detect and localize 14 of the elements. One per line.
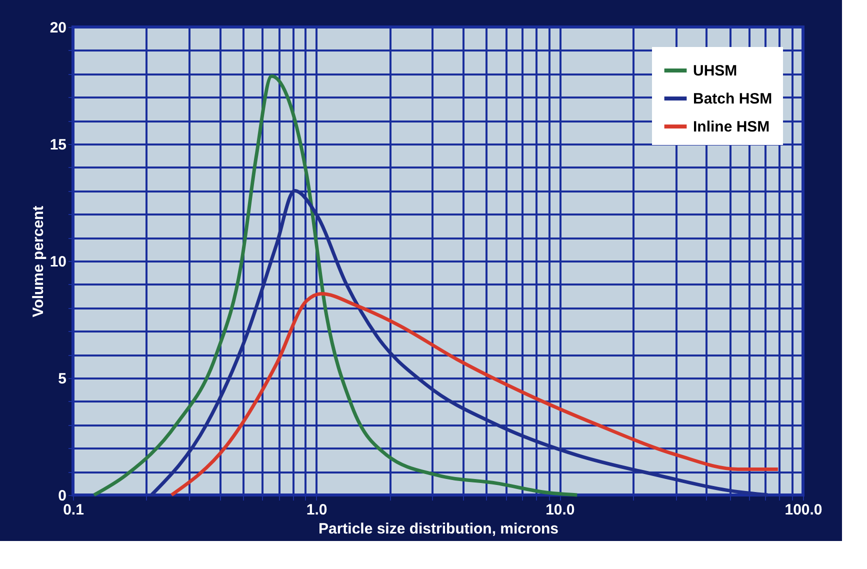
- y-axis-title: Volume percent: [30, 206, 47, 318]
- x-tick-label: 100.0: [784, 502, 822, 518]
- y-tick-label: 15: [50, 136, 66, 154]
- x-tick-label: 10.0: [546, 502, 575, 518]
- y-tick-label: 0: [58, 488, 66, 504]
- legend-label: Inline HSM: [693, 118, 770, 136]
- y-tick-label: 20: [50, 20, 66, 36]
- legend-label: UHSM: [693, 62, 738, 80]
- legend-label: Batch HSM: [693, 90, 772, 108]
- y-tick-label: 5: [58, 370, 66, 388]
- x-tick-label: 1.0: [306, 502, 328, 518]
- x-tick-label: 0.1: [63, 502, 84, 518]
- y-tick-label: 10: [50, 254, 66, 270]
- x-axis-title: Particle size distribution, microns: [318, 520, 559, 538]
